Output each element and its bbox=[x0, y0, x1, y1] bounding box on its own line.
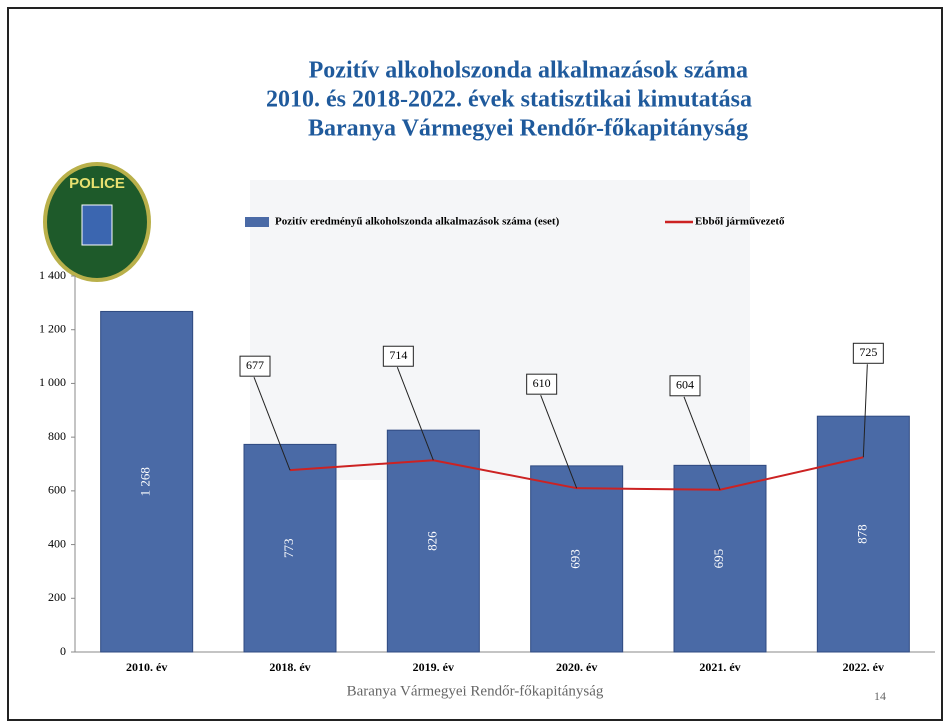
bar-value-label: 693 bbox=[568, 549, 583, 569]
x-tick-label: 2020. év bbox=[556, 660, 597, 674]
x-tick-label: 2018. év bbox=[269, 660, 310, 674]
y-tick-label: 0 bbox=[60, 644, 66, 658]
legend-swatch bbox=[245, 217, 269, 227]
y-tick-label: 1 400 bbox=[39, 268, 66, 282]
bar-value-label: 695 bbox=[711, 549, 726, 569]
footer: Baranya Vármegyei Rendőr-főkapitányság bbox=[347, 683, 604, 699]
legend-label: Pozitív eredményű alkoholszonda alkalmaz… bbox=[275, 216, 560, 228]
y-tick-label: 1 000 bbox=[39, 375, 66, 389]
line-value-label: 725 bbox=[859, 345, 877, 359]
x-tick-label: 2021. év bbox=[699, 660, 740, 674]
logo-shield bbox=[82, 205, 112, 245]
line-value-label: 677 bbox=[246, 358, 264, 372]
bar-value-label: 878 bbox=[854, 524, 869, 544]
x-tick-label: 2022. év bbox=[843, 660, 884, 674]
bar-value-label: 773 bbox=[281, 538, 296, 558]
y-tick-label: 600 bbox=[48, 483, 66, 497]
line-value-label: 610 bbox=[533, 376, 551, 390]
legend-label: Ebből járművezető bbox=[695, 216, 785, 228]
x-tick-label: 2010. év bbox=[126, 660, 167, 674]
y-tick-label: 400 bbox=[48, 536, 66, 550]
bar-value-label: 1 268 bbox=[138, 467, 153, 496]
line-value-label: 714 bbox=[389, 348, 407, 362]
logo-text: POLICE bbox=[69, 175, 125, 192]
slide: Pozitív alkoholszonda alkalmazások száma… bbox=[0, 0, 950, 721]
y-tick-label: 800 bbox=[48, 429, 66, 443]
y-tick-label: 200 bbox=[48, 590, 66, 604]
line-value-label: 604 bbox=[676, 378, 694, 392]
page-number: 14 bbox=[874, 689, 886, 703]
title-line: 2010. és 2018-2022. évek statisztikai ki… bbox=[266, 87, 752, 113]
bar-value-label: 826 bbox=[424, 531, 439, 551]
y-tick-label: 1 200 bbox=[39, 321, 66, 335]
logo: POLICE bbox=[45, 164, 149, 280]
title-line: Baranya Vármegyei Rendőr-főkapitányság bbox=[308, 116, 748, 142]
x-tick-label: 2019. év bbox=[413, 660, 454, 674]
title-line: Pozitív alkoholszonda alkalmazások száma bbox=[309, 58, 748, 84]
